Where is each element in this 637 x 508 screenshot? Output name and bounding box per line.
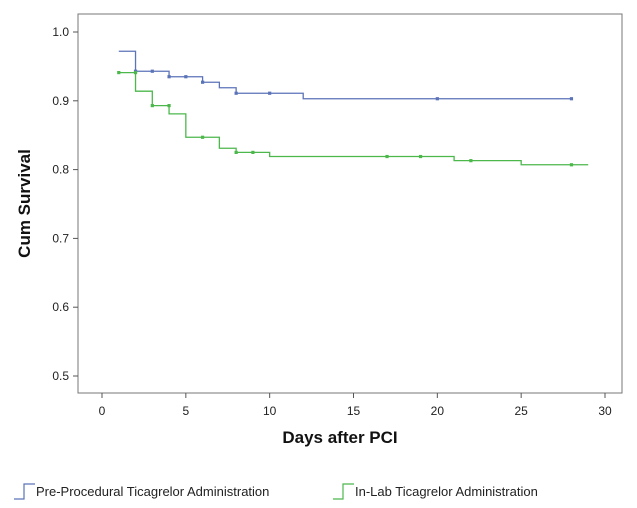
x-tick-label: 5 xyxy=(182,404,189,418)
x-axis: 0 5 10 15 20 25 30 xyxy=(99,393,612,418)
censor-mark-inlab xyxy=(251,150,255,154)
plot-border xyxy=(77,13,623,394)
legend-item-pre: Pre-Procedural Ticagrelor Administration xyxy=(14,483,269,500)
censor-mark-inlab xyxy=(167,104,171,108)
y-axis: 0.5 0.6 0.7 0.8 0.9 1.0 xyxy=(52,25,78,383)
legend-item-inlab: In-Lab Ticagrelor Administration xyxy=(333,483,538,500)
censor-mark-inlab xyxy=(418,154,423,159)
censor-mark-inlab xyxy=(133,70,138,75)
x-tick-label: 25 xyxy=(514,404,528,418)
x-tick-label: 0 xyxy=(99,404,106,418)
y-tick-label: 0.6 xyxy=(52,300,69,314)
y-tick-label: 0.7 xyxy=(52,231,69,245)
x-tick-label: 20 xyxy=(431,404,445,418)
y-tick-label: 0.8 xyxy=(52,163,69,177)
legend-symbol-pre xyxy=(14,483,35,500)
censor-mark-inlab xyxy=(469,159,473,163)
legend: Pre-Procedural Ticagrelor Administration… xyxy=(14,483,538,500)
x-tick-label: 10 xyxy=(263,404,277,418)
legend-label-pre: Pre-Procedural Ticagrelor Administration xyxy=(36,484,269,499)
series-layer xyxy=(117,50,589,167)
censor-mark-pre xyxy=(268,91,272,95)
censor-mark-pre xyxy=(234,91,238,95)
series-line-inlab xyxy=(118,71,589,166)
censor-mark-pre xyxy=(201,80,205,84)
y-axis-title: Cum Survival xyxy=(15,149,34,258)
legend-symbol-inlab xyxy=(333,483,354,500)
censor-mark-inlab xyxy=(569,163,574,167)
x-tick-label: 30 xyxy=(598,404,612,418)
censor-mark-pre xyxy=(435,97,439,101)
censor-mark-inlab xyxy=(201,135,205,139)
censor-mark-pre xyxy=(167,75,171,79)
x-axis-title: Days after PCI xyxy=(282,428,397,447)
y-tick-label: 0.9 xyxy=(52,94,69,108)
y-tick-label: 1.0 xyxy=(52,25,69,39)
x-tick-label: 15 xyxy=(347,404,361,418)
censor-mark-pre xyxy=(569,97,574,101)
legend-label-inlab: In-Lab Ticagrelor Administration xyxy=(355,484,538,499)
censor-mark-pre xyxy=(184,75,188,79)
censor-mark-inlab xyxy=(117,70,121,75)
censor-mark-pre xyxy=(150,69,154,73)
series-line-pre xyxy=(118,50,572,100)
plot-frame xyxy=(77,13,623,394)
censor-mark-inlab xyxy=(234,150,238,154)
censor-mark-inlab xyxy=(150,104,154,108)
censor-mark-inlab xyxy=(385,154,389,159)
y-tick-label: 0.5 xyxy=(52,369,69,383)
